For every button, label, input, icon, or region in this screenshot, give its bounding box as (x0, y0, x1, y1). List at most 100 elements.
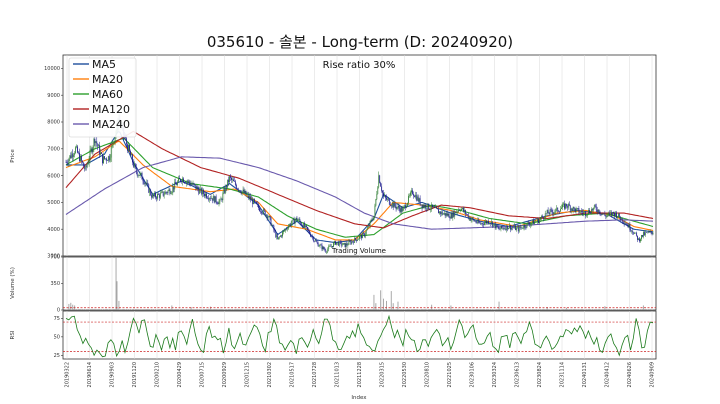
candle-body (651, 232, 653, 234)
candle-body (628, 224, 630, 228)
candle-body (497, 226, 499, 228)
candle-body (621, 217, 623, 222)
candle-body (77, 146, 78, 153)
candle-body (197, 186, 199, 190)
candle-body (164, 191, 166, 195)
candle-body (590, 212, 591, 214)
candle-body (616, 216, 618, 218)
candle-body (548, 213, 550, 214)
candle-body (242, 189, 244, 192)
candle-body (310, 233, 311, 237)
candle-body (344, 243, 346, 248)
x-tick-label: 20190614 (87, 362, 93, 387)
rise-ratio-annotation: Rise ratio 30% (323, 60, 396, 71)
candle-body (537, 219, 538, 222)
candle-body (187, 180, 189, 182)
candle-body (415, 194, 417, 201)
candle-body (325, 250, 327, 253)
candle-body (211, 198, 213, 201)
candle-body (617, 213, 619, 217)
candle-body (369, 220, 371, 226)
candle-body (562, 204, 563, 208)
candle-body (440, 211, 442, 215)
x-tick-label: 20211013 (335, 362, 341, 387)
candle-body (337, 242, 339, 246)
price-axis-label: Price (10, 149, 16, 163)
x-tick-label: 20191120 (132, 362, 138, 387)
candle-body (256, 201, 257, 204)
candle-body (437, 208, 438, 210)
candle-body (561, 207, 562, 210)
candle-body (457, 211, 459, 213)
candle-body (446, 213, 448, 216)
candle-body (459, 209, 460, 211)
candle-body (216, 202, 218, 204)
candle-body (615, 212, 616, 216)
candle-body (428, 203, 430, 209)
candle-body (491, 221, 493, 227)
chart-title: 035610 - 솔본 - Long-term (D: 20240920) (207, 33, 513, 51)
candle-body (208, 198, 210, 200)
candle-body (127, 144, 128, 151)
candle-body (258, 204, 259, 208)
candle-body (574, 208, 576, 212)
candle-body (571, 208, 573, 211)
candle-body (172, 186, 174, 193)
candle-body (530, 223, 532, 226)
candle-body (588, 210, 589, 215)
x-tick-label: 20200715 (200, 362, 206, 387)
candle-body (449, 217, 451, 219)
candle-body (213, 196, 215, 203)
candle-body (202, 189, 204, 195)
candle-body (278, 237, 280, 240)
candle-body (157, 193, 159, 195)
candle-body (463, 210, 465, 212)
candle-body (72, 153, 74, 157)
candle-body (255, 201, 256, 203)
candle-body (408, 195, 409, 203)
candle-body (625, 223, 627, 225)
candle-body (484, 222, 485, 225)
candle-body (591, 209, 592, 214)
candle-body (647, 231, 649, 233)
candle-body (339, 241, 341, 243)
candle-body (631, 230, 633, 232)
x-axis-label: Index (351, 395, 367, 401)
candle-body (305, 225, 307, 228)
rsi-series-line (65, 314, 654, 358)
candle-body (342, 243, 344, 245)
candle-body (560, 209, 562, 212)
candle-body (204, 193, 205, 197)
candle-body (508, 227, 510, 230)
candle-body (531, 222, 533, 224)
candle-body (336, 242, 338, 243)
candle-body (646, 232, 648, 234)
candle-body (605, 215, 607, 217)
candle-body (463, 207, 464, 212)
candle-body (194, 184, 196, 185)
candle-body (351, 241, 353, 244)
x-tick-label: 20230824 (537, 362, 543, 387)
candle-body (524, 225, 526, 228)
rsi-axis-label: RSI (10, 330, 16, 339)
candle-body (579, 212, 581, 213)
candle-body (368, 225, 370, 227)
candle-body (640, 239, 641, 242)
candle-body (270, 217, 272, 226)
rsi-panel: 25 50 75 RSI (10, 310, 657, 360)
candle-body (80, 156, 81, 162)
candle-body (468, 217, 470, 219)
candle-body (517, 226, 519, 232)
candle-body (102, 153, 103, 164)
candle-body (265, 214, 267, 216)
price-ytick-label: 7000 (47, 147, 60, 153)
x-tick-label: 20210517 (290, 362, 296, 387)
candle-body (353, 241, 355, 243)
candle-body (513, 227, 514, 229)
candle-body (466, 214, 468, 215)
candle-body (630, 230, 632, 232)
candle-body (92, 147, 94, 153)
candle-body (434, 206, 435, 208)
candle-body (310, 236, 312, 238)
candle-body (421, 204, 423, 209)
